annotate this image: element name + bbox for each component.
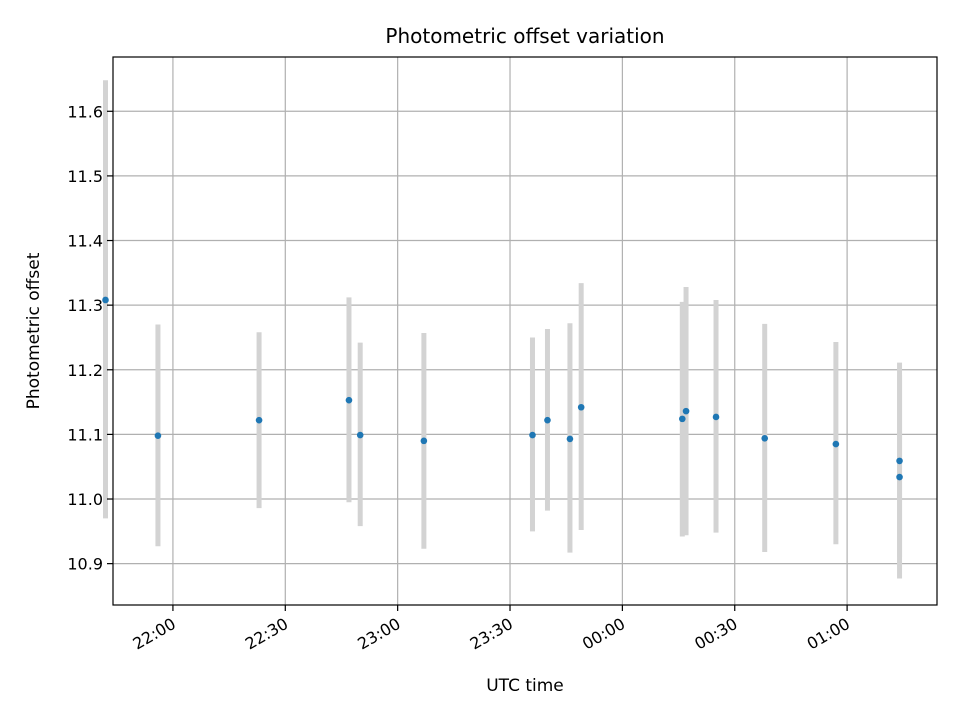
data-point (566, 435, 574, 443)
data-point (832, 440, 840, 448)
data-point (712, 413, 720, 421)
chart-title: Photometric offset variation (385, 24, 664, 48)
data-point (356, 431, 364, 439)
grid (113, 57, 937, 605)
y-axis-title: Photometric offset (24, 252, 44, 409)
data-point (761, 434, 769, 442)
y-tick-label: 11.3 (67, 296, 103, 315)
y-tick-label: 11.1 (67, 425, 103, 444)
data-point (154, 432, 162, 439)
data-point (544, 416, 551, 424)
data-point (102, 296, 109, 304)
y-tick-label: 11.4 (67, 232, 103, 251)
data-point (682, 407, 690, 415)
data-point (896, 457, 903, 465)
data-point (420, 437, 428, 445)
y-tick-label: 10.9 (67, 555, 103, 574)
data-point (345, 396, 353, 404)
data-point (679, 415, 686, 423)
data-points (102, 296, 903, 481)
data-point (529, 431, 536, 439)
data-point (577, 403, 585, 411)
data-point (255, 416, 263, 424)
x-axis-title: UTC time (486, 676, 564, 696)
y-tick-label: 11.0 (67, 490, 103, 509)
y-tick-label: 11.5 (67, 167, 103, 186)
y-tick-label: 11.2 (67, 361, 103, 380)
y-axis: 10.9 11.0 11.1 11.2 11.3 11.4 11.5 11.6 (67, 102, 113, 574)
plot-frame (112, 56, 938, 606)
y-tick-label: 11.6 (67, 102, 103, 121)
data-point (896, 473, 903, 481)
